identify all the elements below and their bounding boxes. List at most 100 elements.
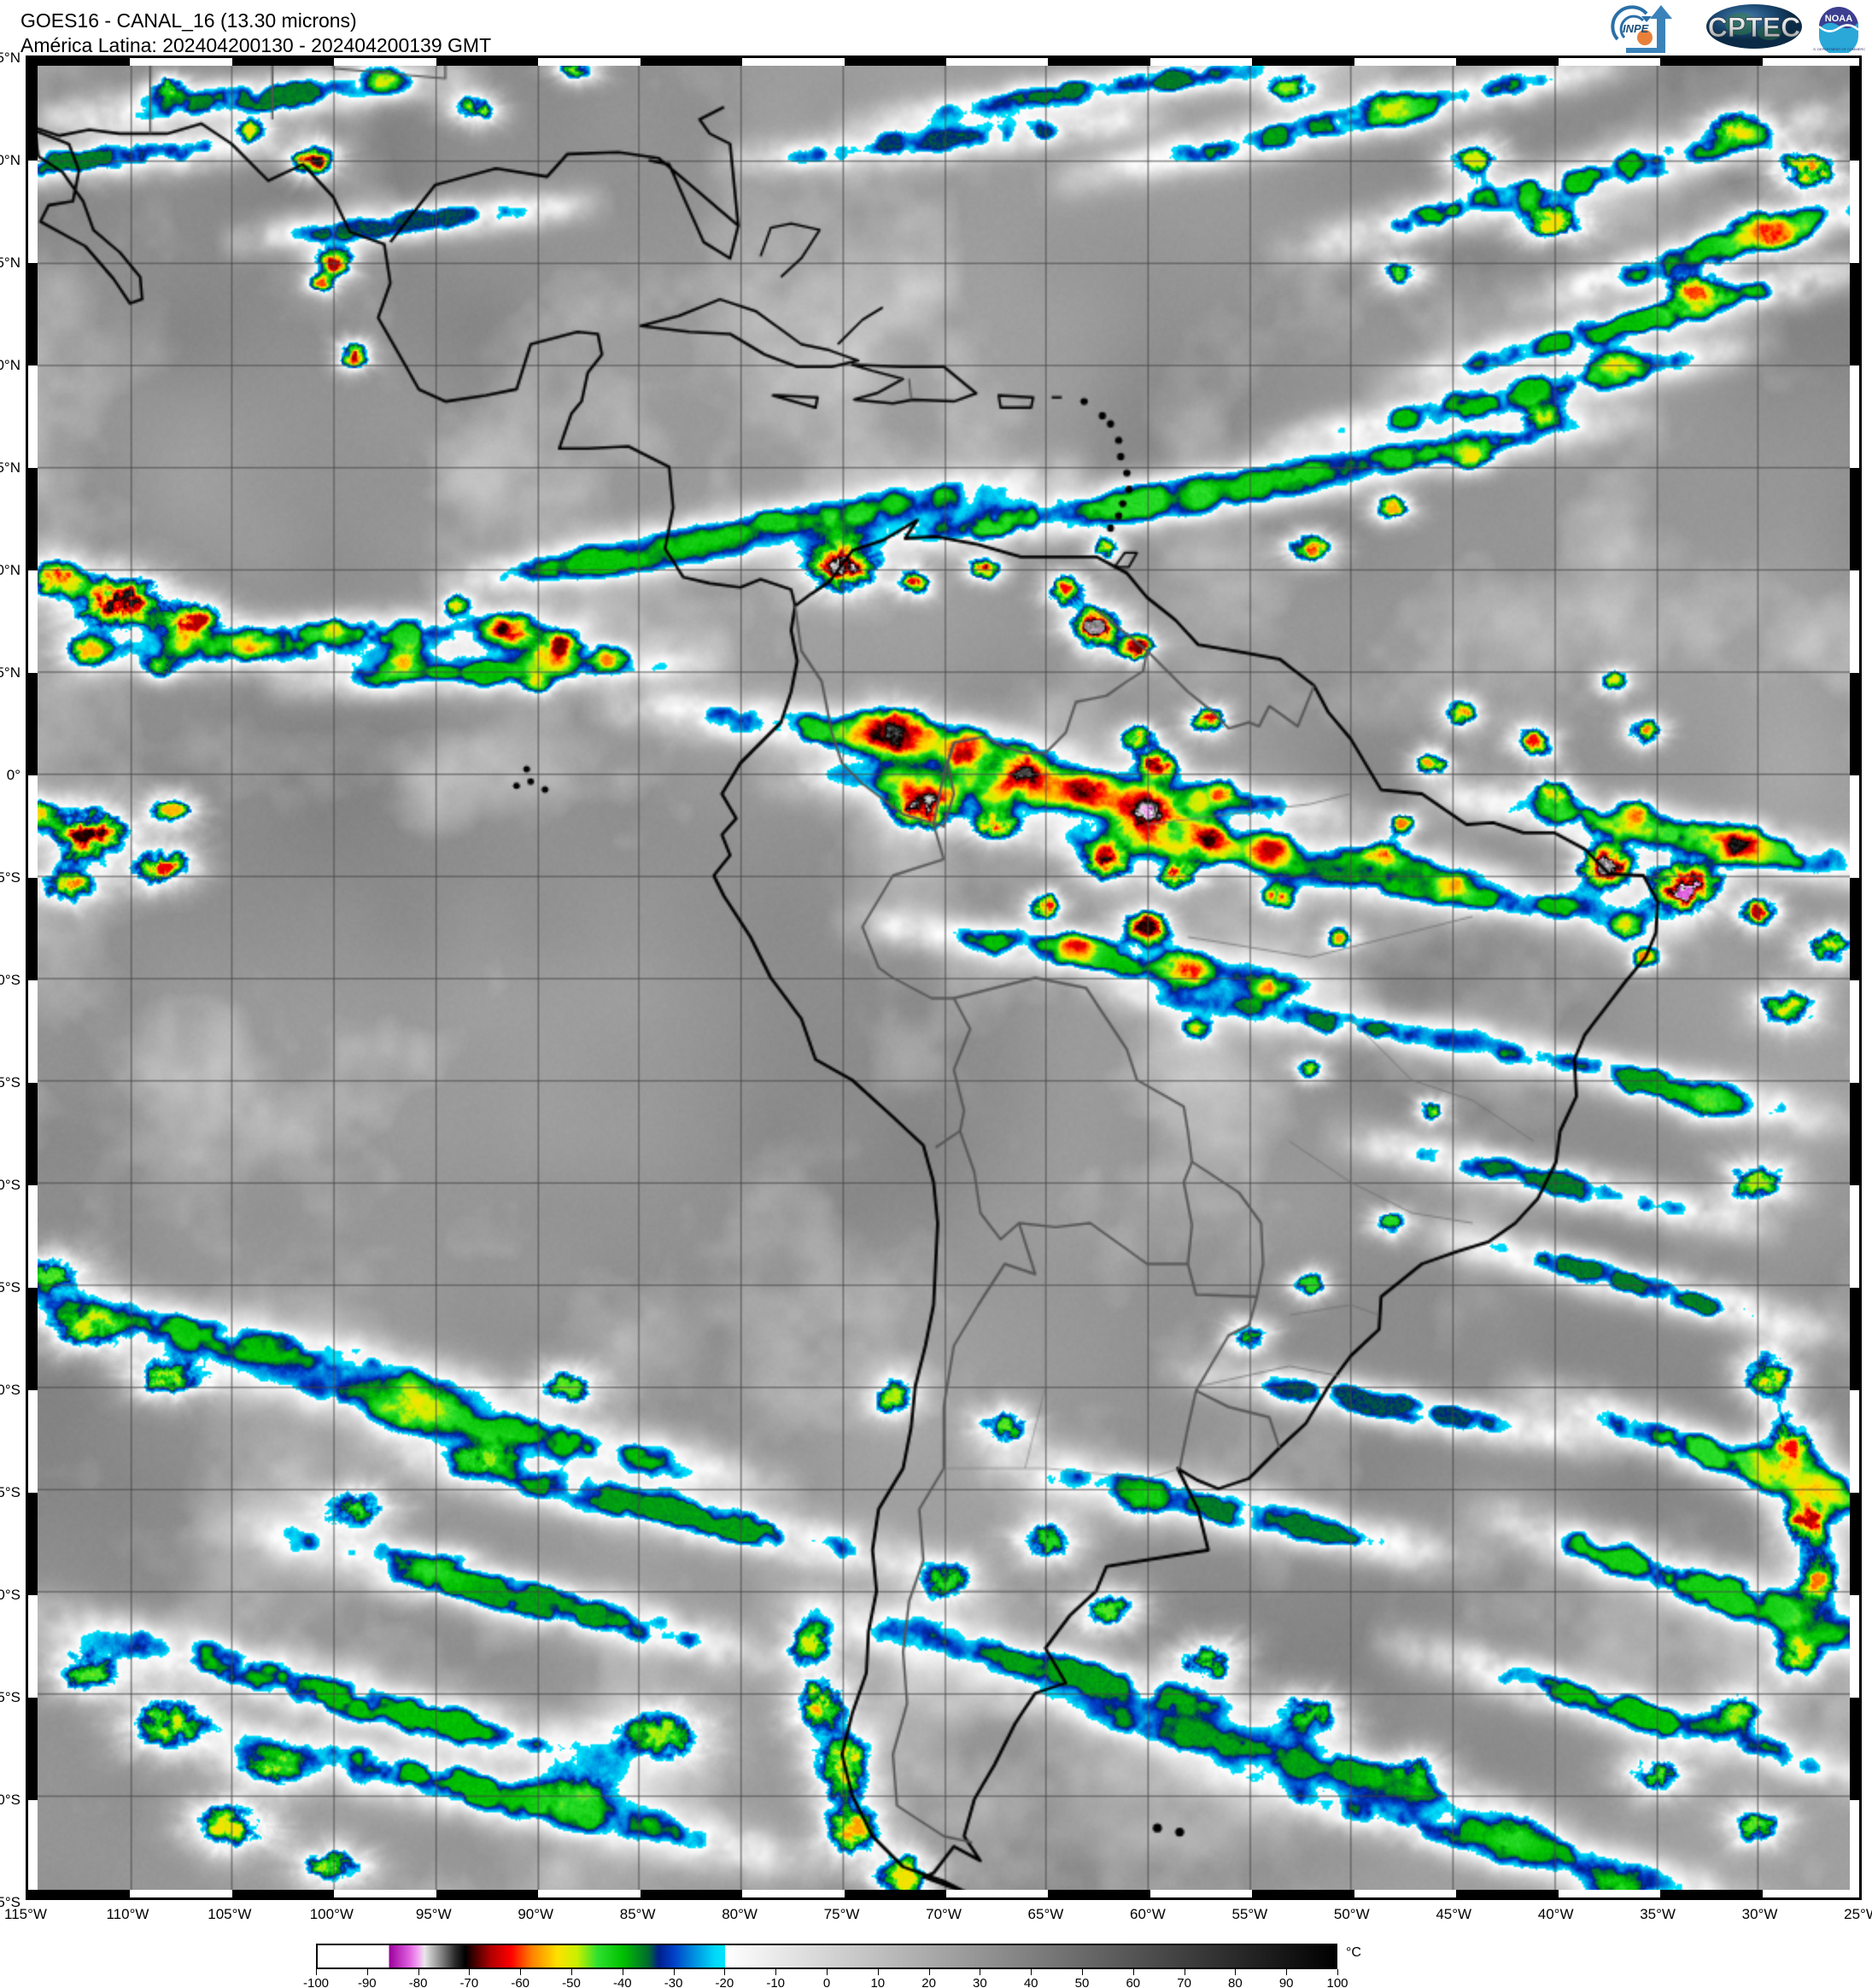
colorbar-tick-label: -100 xyxy=(302,1976,330,1988)
colorbar-tick xyxy=(366,1969,368,1975)
colorbar-tick-label: 100 xyxy=(1326,1976,1348,1988)
lon-tick-label: 110°W xyxy=(106,1906,149,1922)
lon-tick-label: 25°W xyxy=(1844,1906,1872,1922)
colorbar-tick xyxy=(1286,1969,1288,1975)
colorbar-tick-label: -50 xyxy=(562,1976,581,1988)
lon-tick-label: 35°W xyxy=(1640,1906,1676,1922)
logo-group: INPE xyxy=(1602,0,1865,53)
longitude-axis-labels: 115°W 110°W 105°W 100°W 95°W 90°W 85°W 80°W 75°W… xyxy=(4,1906,1872,1930)
lat-tick-label: 0° xyxy=(6,767,20,783)
svg-text:U.S. DEPARTMENT OF COMMERCE: U.S. DEPARTMENT OF COMMERCE xyxy=(1812,47,1865,51)
lat-tick-label: 40°S xyxy=(0,1587,20,1603)
lat-tick-label: 10°S xyxy=(0,972,20,988)
lat-tick-label: 45°S xyxy=(0,1689,20,1705)
lat-tick-label: 10°N xyxy=(0,562,20,578)
header: GOES16 - CANAL_16 (13.30 microns) Améric… xyxy=(0,0,1872,56)
colorbar-tick xyxy=(1082,1969,1083,1975)
colorbar-tick xyxy=(877,1969,879,1975)
colorbar-tick-label: -90 xyxy=(357,1976,377,1988)
colorbar-tick-label: -30 xyxy=(664,1976,683,1988)
lon-tick-label: 45°W xyxy=(1436,1906,1472,1922)
map-frame[interactable] xyxy=(26,56,1862,1900)
colorbar-tick-label: 80 xyxy=(1228,1976,1243,1988)
title-block: GOES16 - CANAL_16 (13.30 microns) Améric… xyxy=(20,9,491,58)
lat-tick-label: 35°N xyxy=(0,50,20,66)
colorbar-gradient[interactable] xyxy=(316,1944,1337,1969)
colorbar-unit-label: °C xyxy=(1346,1945,1361,1960)
tick-band-right xyxy=(1850,58,1859,1897)
lon-tick-label: 95°W xyxy=(415,1906,452,1922)
lon-tick-label: 70°W xyxy=(926,1906,962,1922)
svg-text:NOAA: NOAA xyxy=(1825,14,1852,24)
lat-tick-label: 5°S xyxy=(0,869,20,886)
colorbar-tick xyxy=(1031,1969,1033,1975)
tick-band-top xyxy=(28,58,1859,66)
colorbar-tick-label: 0 xyxy=(822,1976,831,1988)
lon-tick-label: 55°W xyxy=(1231,1906,1268,1922)
title-line-satellite: GOES16 - CANAL_16 (13.30 microns) xyxy=(20,9,357,32)
colorbar-tick xyxy=(827,1969,828,1975)
lon-tick-label: 60°W xyxy=(1129,1906,1166,1922)
svg-text:INPE: INPE xyxy=(1623,22,1649,35)
lon-tick-label: 65°W xyxy=(1027,1906,1064,1922)
lon-tick-label: 100°W xyxy=(309,1906,354,1922)
colorbar-tick-label: -80 xyxy=(408,1976,428,1988)
colorbar-tick xyxy=(571,1969,572,1975)
lat-tick-label: 30°N xyxy=(0,152,20,168)
colorbar-tick-label: 60 xyxy=(1126,1976,1141,1988)
title-line-region-time: América Latina: 202404200130 - 202404200… xyxy=(20,34,492,56)
lat-tick-label: 50°S xyxy=(0,1792,20,1808)
latitude-axis-labels: 35°N 30°N 25°N 20°N 15°N 10°N 5°N 0° 5°S 10°S 15°S… xyxy=(0,50,26,1910)
lat-tick-label: 15°N xyxy=(0,459,20,476)
colorbar-tick xyxy=(928,1969,930,1975)
colorbar-tick xyxy=(1337,1969,1338,1975)
colorbar-tick xyxy=(418,1969,419,1975)
colorbar-tick-label: 90 xyxy=(1278,1976,1294,1988)
lon-tick-label: 105°W xyxy=(208,1906,252,1922)
lon-tick-label: 40°W xyxy=(1537,1906,1574,1922)
lat-tick-label: 25°S xyxy=(0,1279,20,1295)
lon-tick-label: 75°W xyxy=(823,1906,860,1922)
colorbar-tick xyxy=(673,1969,675,1975)
colorbar-tick-label: 40 xyxy=(1023,1976,1038,1988)
tick-band-bottom xyxy=(28,1890,1859,1897)
svg-text:CPTEC: CPTEC xyxy=(1708,12,1800,43)
colorbar-tick xyxy=(469,1969,471,1975)
colorbar-tick-label: 30 xyxy=(973,1976,987,1988)
colorbar-tick xyxy=(316,1969,317,1975)
noaa-logo: NOAA U.S. DEPARTMENT OF COMMERCE xyxy=(1812,2,1865,53)
lat-tick-label: 20°S xyxy=(0,1177,20,1193)
tick-band-left xyxy=(28,58,38,1897)
colorbar-tick xyxy=(520,1969,522,1975)
lon-tick-label: 115°W xyxy=(4,1906,47,1922)
colorbar-tick xyxy=(775,1969,777,1975)
lon-tick-label: 80°W xyxy=(722,1906,758,1922)
colorbar-tick-label: 10 xyxy=(870,1976,886,1988)
colorbar-tick xyxy=(1235,1969,1237,1975)
satellite-imagery-canvas[interactable] xyxy=(28,58,1859,1897)
colorbar-tick xyxy=(724,1969,726,1975)
lat-tick-label: 55°S xyxy=(0,1894,20,1910)
lat-tick-label: 5°N xyxy=(0,664,20,681)
lon-tick-label: 50°W xyxy=(1333,1906,1370,1922)
lat-tick-label: 20°N xyxy=(0,357,20,373)
lat-tick-label: 15°S xyxy=(0,1074,20,1090)
colorbar-tick xyxy=(1132,1969,1134,1975)
inpe-logo: INPE xyxy=(1611,5,1672,53)
colorbar-tick-label: 50 xyxy=(1074,1976,1090,1988)
cptec-logo: CPTEC xyxy=(1706,4,1802,49)
lon-tick-label: 85°W xyxy=(619,1906,656,1922)
colorbar-tick-label: -40 xyxy=(612,1976,632,1988)
colorbar-tick-label: -10 xyxy=(766,1976,786,1988)
lat-tick-label: 25°N xyxy=(0,254,20,271)
colorbar-ticks: -100 -90 -80 -70 -60 -50 -40 -30 -20 -10 0 10 20 30 40… xyxy=(303,1969,1348,1988)
lat-tick-label: 35°S xyxy=(0,1484,20,1500)
colorbar-tick-label: -60 xyxy=(511,1976,530,1988)
colorbar-tick-label: 20 xyxy=(921,1976,936,1988)
colorbar-tick-label: -70 xyxy=(459,1976,479,1988)
lon-tick-label: 90°W xyxy=(518,1906,554,1922)
colorbar-legend: -100 -90 -80 -70 -60 -50 -40 -30 -20 -10 0 10 20 30 40… xyxy=(0,1944,1872,1988)
colorbar-gradient-fill xyxy=(318,1945,1336,1968)
lat-tick-label: 30°S xyxy=(0,1382,20,1398)
